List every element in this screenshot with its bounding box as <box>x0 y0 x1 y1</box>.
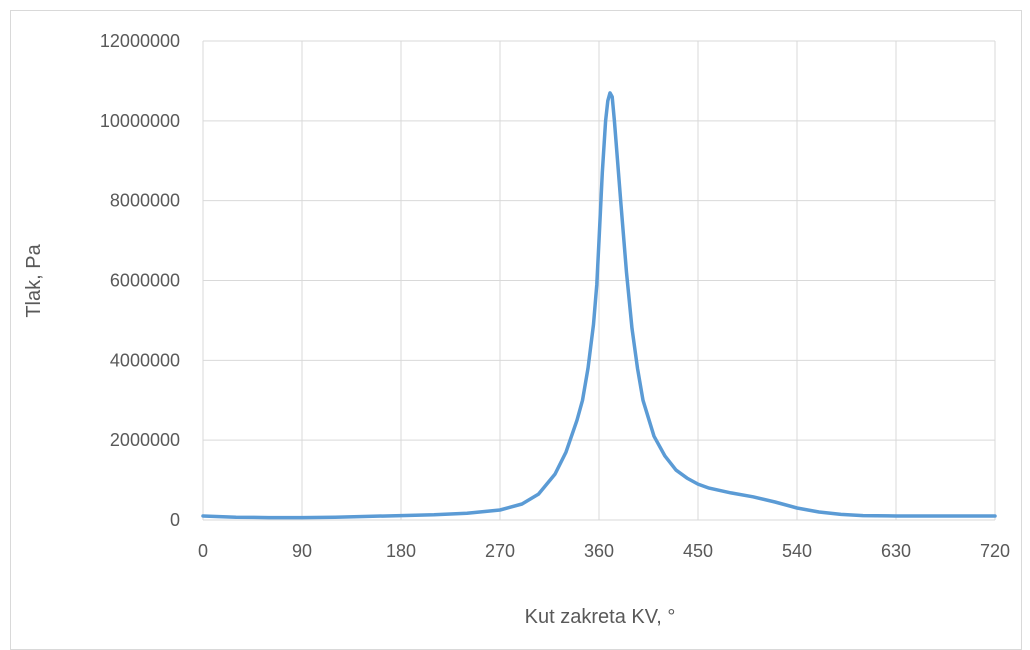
chart-frame <box>10 10 1022 650</box>
x-tick-label: 270 <box>485 541 515 561</box>
x-tick-label: 0 <box>198 541 208 561</box>
x-tick-label: 90 <box>292 541 312 561</box>
y-tick-label: 2000000 <box>110 430 180 450</box>
y-tick-label: 0 <box>170 510 180 530</box>
x-tick-label: 180 <box>386 541 416 561</box>
x-axis-title: Kut zakreta KV, ° <box>525 606 676 628</box>
y-axis-title: Tlak, Pa <box>23 243 45 317</box>
grid-lines <box>202 40 996 521</box>
pressure-chart: 0 2000000 4000000 6000000 8000000 10000000 120… <box>23 31 1010 628</box>
pressure-series-line <box>201 91 997 520</box>
x-tick-label: 450 <box>683 541 713 561</box>
y-tick-labels: 0 2000000 4000000 6000000 8000000 10000000 120… <box>100 31 180 530</box>
x-tick-label: 540 <box>782 541 812 561</box>
y-tick-label: 12000000 <box>100 31 180 51</box>
x-tick-label: 630 <box>881 541 911 561</box>
y-tick-label: 8000000 <box>110 191 180 211</box>
y-tick-label: 6000000 <box>110 271 180 291</box>
y-tick-label: 10000000 <box>100 111 180 131</box>
y-tick-label: 4000000 <box>110 350 180 370</box>
x-tick-label: 360 <box>584 541 614 561</box>
x-tick-label: 720 <box>980 541 1010 561</box>
x-tick-labels: 0 90 180 270 360 450 540 630 720 <box>198 541 1010 561</box>
series-group <box>201 91 997 520</box>
